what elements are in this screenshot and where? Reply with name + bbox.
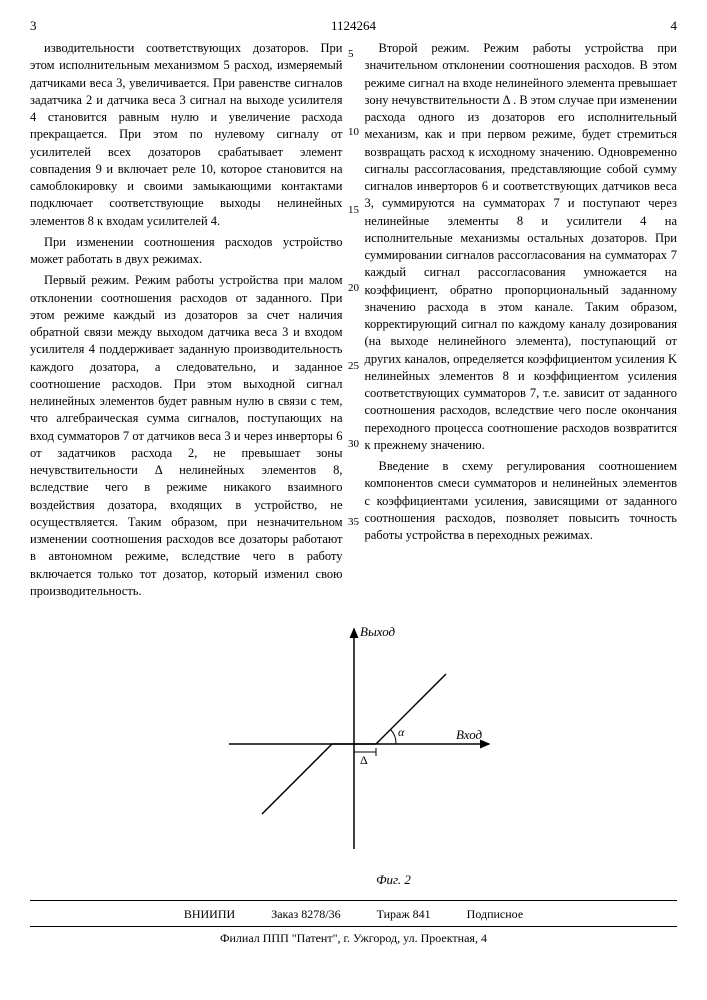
axis-y-label: Выход: [360, 624, 396, 639]
paragraph: Второй режим. Режим работы устройства пр…: [365, 40, 678, 454]
paragraph: Первый режим. Режим работы устройства пр…: [30, 272, 343, 600]
figure-caption: Фиг. 2: [110, 872, 677, 888]
footer: ВНИИПИ Заказ 8278/36 Тираж 841 Подписное…: [30, 907, 677, 946]
footer-sub: Подписное: [467, 907, 524, 922]
figure-2: Выход Вход Δ α: [204, 614, 504, 874]
column-1: изводительности соответствующих дозаторо…: [30, 40, 343, 604]
header-row: 3 1124264 4: [30, 18, 677, 34]
line-num: 10: [348, 126, 359, 138]
patent-number: 1124264: [37, 18, 671, 34]
figure-area: Выход Вход Δ α: [30, 614, 677, 874]
line-numbers: 5 10 15 20 25 30 35: [348, 48, 359, 528]
footer-org: ВНИИПИ: [184, 907, 235, 922]
line-num: 5: [348, 48, 359, 60]
footer-tirazh: Тираж 841: [377, 907, 431, 922]
page: 3 1124264 4 5 10 15 20 25 30 35 изводите…: [0, 0, 707, 954]
column-2: Второй режим. Режим работы устройства пр…: [365, 40, 678, 604]
paragraph: изводительности соответствующих дозаторо…: [30, 40, 343, 230]
line-num: 30: [348, 438, 359, 450]
line-num: 15: [348, 204, 359, 216]
line-num: 35: [348, 516, 359, 528]
delta-label: Δ: [360, 753, 368, 767]
paragraph: Введение в схему регулирования соотношен…: [365, 458, 678, 544]
footer-order: Заказ 8278/36: [271, 907, 340, 922]
line-num: 25: [348, 360, 359, 372]
paragraph: При изменении соотношения расходов устро…: [30, 234, 343, 269]
axis-x-label: Вход: [456, 727, 483, 742]
footer-addr: Филиал ППП "Патент", г. Ужгород, ул. Про…: [30, 931, 677, 946]
divider: [30, 926, 677, 927]
page-col-right: 4: [671, 18, 678, 34]
line-num: 20: [348, 282, 359, 294]
footer-row-1: ВНИИПИ Заказ 8278/36 Тираж 841 Подписное: [30, 907, 677, 922]
angle-label: α: [398, 725, 405, 739]
divider: [30, 900, 677, 901]
